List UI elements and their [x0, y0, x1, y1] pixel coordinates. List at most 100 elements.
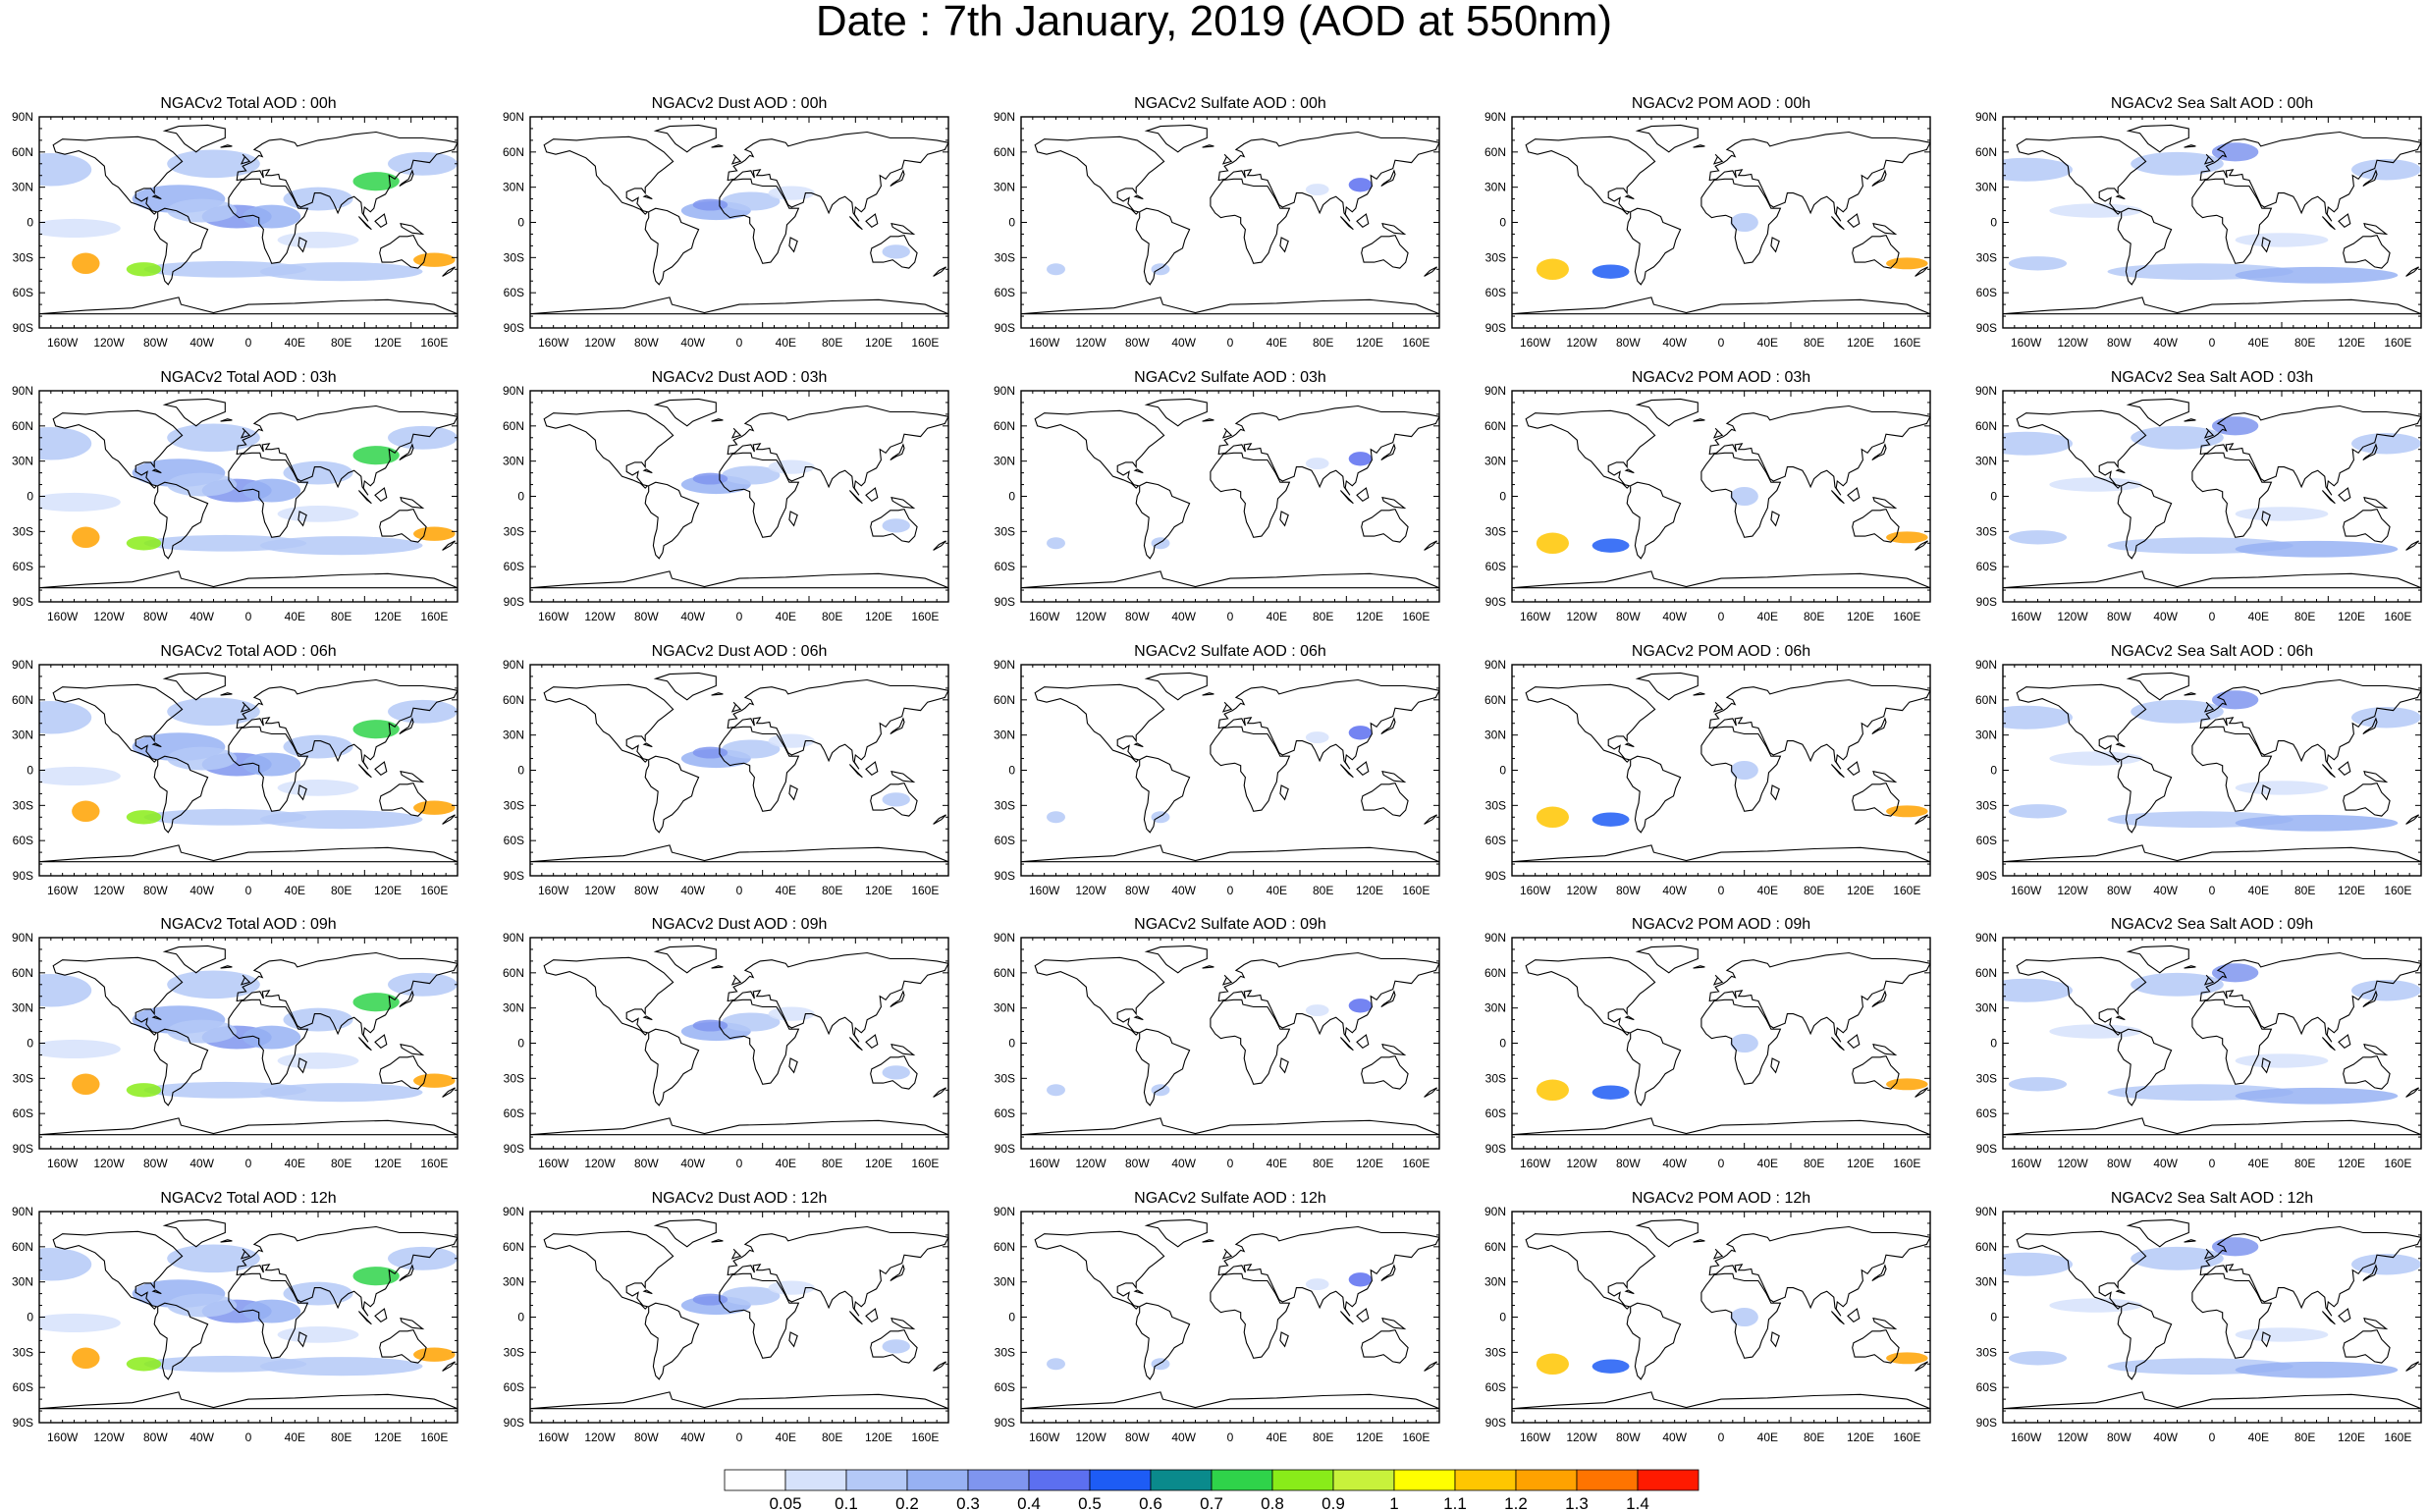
map-area — [1021, 1212, 1439, 1423]
coastline — [1830, 1311, 1845, 1325]
map-area — [530, 391, 948, 602]
coastline — [400, 222, 425, 236]
map-area — [1512, 938, 1930, 1149]
panel-title: NGACv2 Sea Salt AOD : 09h — [2111, 916, 2313, 933]
coastline — [1279, 511, 1289, 527]
longitude-label: 0 — [736, 1431, 743, 1444]
aerosol-plume — [2131, 425, 2224, 450]
longitude-label: 80E — [2294, 884, 2315, 897]
map-background — [1021, 391, 1439, 602]
map-panel-r1-c4: NGACv2 Sea Salt AOD : 03h 90N 60N 30N 0 30S 60… — [1975, 369, 2422, 623]
coastline — [240, 427, 251, 439]
longitude-label: 80E — [1804, 1431, 1824, 1444]
coastline — [890, 1043, 916, 1056]
coastline — [1635, 1218, 1699, 1248]
coastline — [1221, 974, 1233, 986]
longitude-label: 120E — [865, 336, 892, 350]
latitude-label: 30S — [13, 1345, 33, 1359]
coastline — [1852, 1054, 1900, 1090]
longitude-label: 80W — [143, 1157, 168, 1170]
coastline — [379, 234, 427, 269]
coastline — [711, 144, 724, 148]
longitude-label: 80E — [331, 884, 351, 897]
coastline — [2126, 398, 2189, 427]
latitude-label: 30S — [1485, 798, 1506, 812]
coastline — [1221, 701, 1233, 713]
coastline — [865, 761, 879, 776]
coastline — [236, 131, 458, 222]
coastline — [2362, 717, 2378, 734]
longitude-label: 160W — [1520, 336, 1551, 350]
latitude-label: 90S — [1485, 321, 1506, 335]
coastline — [642, 468, 653, 474]
map-area — [530, 117, 948, 328]
colorbar-label: 1.2 — [1504, 1494, 1528, 1512]
colorbar-swatch — [1454, 1469, 1517, 1491]
coastline — [1852, 508, 1900, 543]
coastline — [1712, 153, 1724, 165]
coastline — [2117, 207, 2173, 286]
panel-title: NGACv2 Total AOD : 12h — [160, 1190, 336, 1207]
coastline — [1830, 216, 1845, 231]
longitude-label: 120W — [1075, 336, 1106, 350]
map-area — [1021, 117, 1439, 328]
longitude-label: 120E — [865, 1431, 892, 1444]
colorbar-swatch — [1515, 1469, 1578, 1491]
panel-title: NGACv2 Sea Salt AOD : 00h — [2111, 95, 2313, 112]
longitude-label: 120W — [93, 1157, 125, 1170]
longitude-label: 80W — [1616, 1157, 1641, 1170]
coastline — [2115, 742, 2126, 748]
coastline — [1708, 951, 1930, 1043]
coastline — [2016, 409, 2147, 489]
latitude-label: 90S — [13, 595, 33, 609]
latitude-label: 60S — [995, 1380, 1015, 1394]
map-panel-r4-c3: NGACv2 POM AOD : 12h 90N 60N 30N 0 30S 60S 90S 1… — [1484, 1190, 1931, 1444]
coastline — [2321, 764, 2336, 779]
longitude-label: 80E — [2294, 1157, 2315, 1170]
aerosol-plume — [243, 1025, 301, 1050]
longitude-label: 40W — [1662, 610, 1687, 623]
panel-title: NGACv2 Total AOD : 09h — [160, 916, 336, 933]
coastline — [1380, 1264, 1396, 1281]
colorbar-label: 0.9 — [1322, 1494, 1345, 1512]
longitude-label: 40W — [2153, 884, 2178, 897]
coastline — [1712, 427, 1724, 439]
coastline — [1693, 692, 1705, 696]
coastline — [52, 1230, 184, 1310]
coastline — [530, 1391, 948, 1410]
coastline — [236, 951, 458, 1043]
coastline — [2203, 427, 2215, 439]
aerosol-plume — [167, 970, 260, 999]
coastline — [1217, 678, 1439, 770]
coastline — [162, 124, 226, 153]
longitude-label: 40E — [776, 1157, 796, 1170]
longitude-label: 120W — [584, 1157, 616, 1170]
coastline — [1915, 266, 1928, 277]
latitude-label: 60S — [504, 1107, 524, 1120]
latitude-label: 90S — [504, 869, 524, 883]
coastline — [543, 683, 674, 763]
aerosol-plume — [413, 526, 456, 541]
panel-title: NGACv2 Sulfate AOD : 03h — [1134, 369, 1326, 386]
coastline — [1133, 1289, 1144, 1295]
latitude-label: 60S — [1976, 560, 1997, 573]
coastline — [2362, 1264, 2378, 1281]
longitude-label: 40W — [680, 610, 705, 623]
latitude-label: 60S — [13, 1107, 33, 1120]
aerosol-plume — [2235, 507, 2329, 521]
coastline — [1708, 1225, 1930, 1317]
aerosol-plume — [167, 746, 238, 771]
coastline — [890, 717, 905, 734]
coastline — [1210, 999, 1291, 1085]
coastline — [1712, 701, 1724, 713]
coastline — [1624, 1289, 1635, 1295]
longitude-label: 120W — [584, 1431, 616, 1444]
coastline — [297, 511, 307, 527]
latitude-label: 30S — [1485, 1071, 1506, 1085]
latitude-label: 30N — [994, 455, 1015, 468]
coastline — [848, 1311, 863, 1325]
coastline — [2363, 496, 2389, 510]
longitude-label: 160E — [420, 1431, 448, 1444]
aerosol-plume — [352, 720, 400, 739]
latitude-label: 30S — [1976, 798, 1997, 812]
